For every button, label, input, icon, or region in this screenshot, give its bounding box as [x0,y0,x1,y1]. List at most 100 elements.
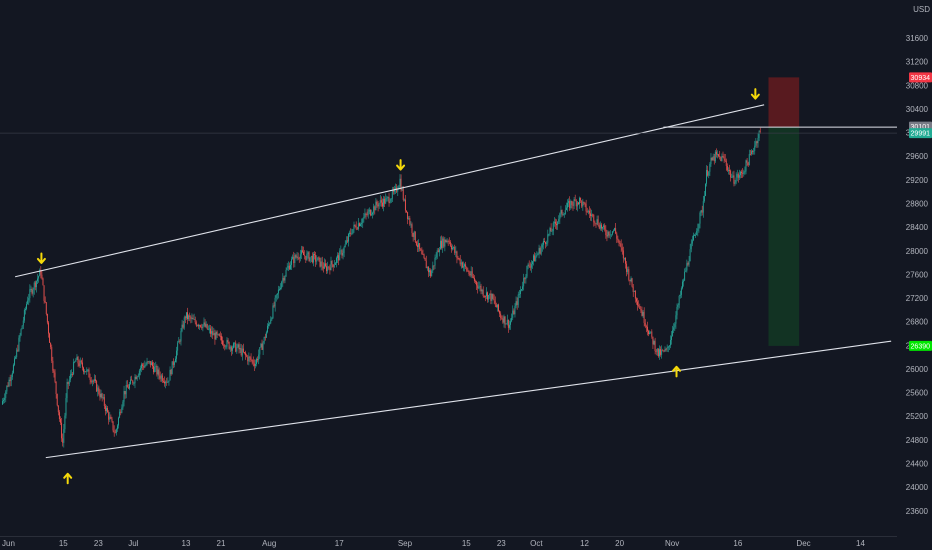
x-tick-label: Oct [530,539,543,548]
candle-body [630,278,632,282]
price-tag-text: 30934 [911,75,931,82]
candle-body [69,374,71,380]
candle-body [263,336,265,343]
candle-body [654,341,656,352]
candle-body [187,312,188,320]
candle-body [443,238,445,247]
candle-body [541,244,543,248]
candle-body [329,267,331,271]
candle-body [167,381,169,383]
candle-body [75,359,77,362]
take-profit-zone[interactable] [768,127,800,346]
candle-body [34,282,36,288]
candle-body [708,171,710,176]
candle-body [124,390,126,395]
candle-body [115,429,117,433]
candle-body [363,217,365,219]
candle-body [680,288,682,295]
candle-body [185,312,187,319]
candle-body [420,248,422,251]
candle-body [727,170,729,171]
candle-body [367,211,369,215]
candle-body [182,324,184,328]
candle-body [375,201,377,211]
candle-body [3,399,4,402]
candle-body [544,241,545,243]
candle-body [51,347,53,361]
x-tick-label: Sep [398,539,413,548]
candle-body [130,379,132,384]
candle-body [653,341,655,345]
candle-body [387,197,389,198]
x-tick-label: 15 [462,539,471,548]
candle-body [457,257,459,259]
candle-body [594,222,596,224]
candle-body [526,265,528,277]
candle-body [445,239,447,243]
stop-loss-zone[interactable] [768,77,800,128]
candle-body [665,349,667,351]
candle-body [742,173,744,174]
candle-body [717,154,718,155]
candle-body [282,277,284,282]
candle-body [671,336,672,340]
candle-body [354,224,356,226]
candle-body [254,363,256,367]
candle-body [696,230,698,236]
candle-body [580,197,582,201]
candle-body [531,261,533,265]
candle-body [605,229,607,236]
candle-body [317,257,319,261]
lower-channel-trendline[interactable] [45,340,892,459]
candle-body [754,145,756,151]
candle-body [210,328,211,334]
candle-body [477,285,479,289]
upper-channel-trendline[interactable] [15,104,765,278]
candle-body [368,209,370,212]
candle-body [156,366,158,375]
candle-body [43,285,45,301]
candle-body [28,297,30,301]
candle-body [549,227,551,234]
candle-body [427,266,429,273]
candle-body [246,355,248,357]
candle-body [565,207,567,211]
candle-body [125,384,127,395]
candle-body [262,342,264,350]
candle-body [27,300,29,304]
candle-body [419,243,421,249]
candle-body [458,258,460,260]
candle-body [52,360,54,371]
candle-body [360,224,361,227]
candle-body [123,390,125,402]
candle-body [564,210,566,215]
candle-body [590,213,591,217]
candle-body [351,233,353,235]
candle-body [649,332,651,335]
arrow-head [63,472,73,479]
candle-body [459,258,461,265]
candle-body [369,209,371,216]
candle-body [412,233,414,237]
candle-body [534,255,536,262]
candle-body [245,352,246,356]
candle-body [413,231,415,237]
candle-body [513,310,515,315]
candle-body [276,293,278,295]
candle-body [234,342,236,344]
candle-body [24,308,26,310]
candle-body [171,361,173,375]
candle-body [600,224,602,229]
candle-body [725,160,727,166]
candle-body [545,242,547,244]
candle-body [711,157,713,161]
candle-body [473,277,475,281]
candle-body [484,296,486,297]
candle-body [655,351,657,352]
candle-body [645,326,647,327]
candle-body [83,367,84,372]
candle-body [231,347,233,351]
candle-body [72,373,73,375]
